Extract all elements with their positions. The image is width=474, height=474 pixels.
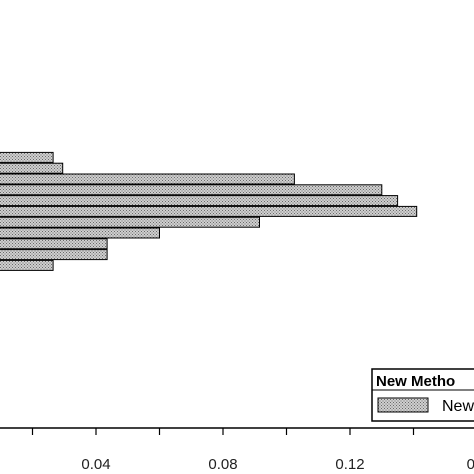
x-tick-label: 0.08 <box>208 456 237 473</box>
bar-group <box>0 151 418 271</box>
legend-entry-label: New <box>442 398 474 415</box>
x-tick-label: 0.04 <box>81 456 110 473</box>
legend: New Metho New <box>371 368 474 422</box>
legend-title: New Metho <box>376 373 455 390</box>
histogram-bar <box>0 151 54 163</box>
histogram-bar <box>0 259 54 271</box>
histogram-bar <box>0 162 64 174</box>
histogram-bar <box>0 195 399 207</box>
histogram-bar <box>0 205 418 217</box>
histogram-bar <box>0 173 295 185</box>
histogram-bar <box>0 238 108 250</box>
legend-swatch <box>377 397 429 413</box>
x-tick-label: 0.12 <box>335 456 364 473</box>
histogram-bar <box>0 216 260 228</box>
histogram-bar <box>0 249 108 261</box>
histogram-bar <box>0 227 160 239</box>
x-tick-label: 0.1 <box>467 456 474 473</box>
histogram-bar <box>0 184 383 196</box>
x-axis-ticks: 0.04 0.08 0.12 0.1 <box>31 428 474 473</box>
